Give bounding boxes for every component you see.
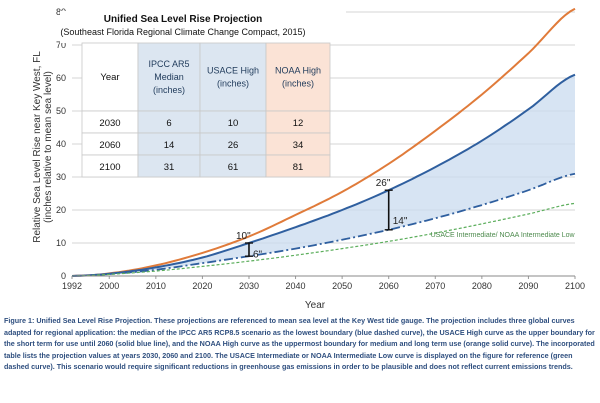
table-cell-text: 12 (293, 118, 304, 129)
table-cell-text: 6 (166, 118, 171, 129)
y-tick-label: 20 (56, 205, 66, 215)
table-cell-text: 61 (228, 162, 239, 173)
series-usace-high-line (71, 73, 576, 277)
y-tick-label: 70 (56, 40, 66, 50)
y-tick-label: 50 (56, 106, 66, 116)
table-header-cell (199, 42, 267, 112)
x-tick-label: 2060 (379, 281, 399, 291)
table-subtitle: (Southeast Florida Regional Climate Chan… (60, 27, 305, 37)
annotation-top-2030: 10" (236, 231, 251, 242)
x-tick-label: 2100 (565, 281, 585, 291)
x-tick-label: 2080 (472, 281, 492, 291)
y-axis-title-line-2: (inches relative to mean sea level) (43, 71, 54, 223)
annotation-bottom-2030: 6" (253, 250, 263, 261)
table-header-text: IPCC AR5 (148, 59, 189, 69)
table-cell-text: 31 (164, 162, 175, 173)
series-ipcc-ar5-median-line (71, 172, 576, 277)
series-layer (71, 7, 576, 277)
table-cell-text: 2060 (99, 140, 120, 151)
table-title-box (60, 11, 346, 43)
table-header-text: Year (100, 72, 119, 83)
projection-table: Unified Sea Level Rise Projection (Southe… (60, 11, 346, 178)
table-cell-text: 14 (164, 140, 175, 151)
table-header-cell (137, 42, 201, 112)
table-cell-text: 81 (293, 162, 304, 173)
series-usace-intermediate-noaa-intermediate-low-line (71, 202, 576, 277)
series-noaa-high-line (71, 7, 576, 277)
y-tick-label: 30 (56, 172, 66, 182)
table-cell-text: 2100 (99, 162, 120, 173)
x-tick-label: 2040 (286, 281, 306, 291)
x-tick-label: 1992 (62, 281, 82, 291)
annotation-layer: 10"6" 26" 14" USACE Intermediate/ NOAA Inte… (236, 178, 576, 260)
annotation-intermediate-low: USACE Intermediate/ NOAA Intermediate Lo… (431, 232, 576, 239)
table-cell (265, 154, 331, 178)
table-cell-text: 26 (228, 140, 239, 151)
table-cell-text: 10 (228, 118, 239, 129)
y-tick-label: 10 (56, 238, 66, 248)
y-axis-title-line-1: Relative Sea Level Rise near Key West, F… (32, 51, 43, 243)
y-tick-label: 0 (61, 271, 66, 281)
sea-level-chart: 0102030405060708019922000201020202030204… (32, 7, 585, 311)
table-header-text: NOAA High (275, 66, 321, 76)
table-header-text: Median (154, 72, 184, 82)
x-tick-label: 2020 (192, 281, 212, 291)
x-tick-label: 2010 (146, 281, 166, 291)
uncertainty-band (72, 74, 575, 276)
x-tick-label: 2070 (425, 281, 445, 291)
annotation-top-2060: 26" (376, 178, 391, 189)
table-header-cell (265, 42, 331, 112)
table-cell-text: 2030 (99, 118, 120, 129)
table-header-text: (inches) (282, 79, 314, 89)
axis-layer: 0102030405060708019922000201020202030204… (56, 7, 585, 291)
table-header-text: (inches) (217, 79, 249, 89)
x-tick-label: 2000 (99, 281, 119, 291)
table-header-text: (inches) (153, 85, 185, 95)
y-tick-label: 60 (56, 73, 66, 83)
x-axis-title: Year (305, 300, 326, 311)
annotation-bottom-2060: 14" (393, 216, 408, 227)
x-tick-label: 2030 (239, 281, 259, 291)
table-header-text: USACE High (207, 66, 259, 76)
table-cell-text: 34 (293, 140, 304, 151)
figure-caption: Figure 1: Unified Sea Level Rise Project… (4, 316, 595, 372)
x-tick-label: 2090 (518, 281, 538, 291)
y-tick-label: 40 (56, 139, 66, 149)
table-title: Unified Sea Level Rise Projection (104, 14, 262, 25)
x-tick-label: 2050 (332, 281, 352, 291)
